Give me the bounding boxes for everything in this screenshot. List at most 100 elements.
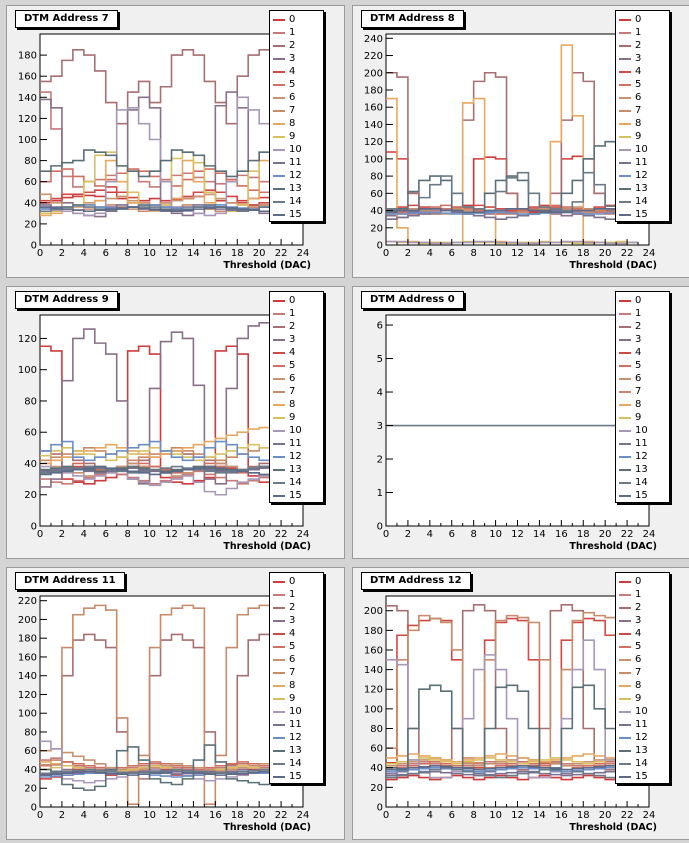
y-tick-label: 40 xyxy=(370,206,383,217)
legend-swatch xyxy=(273,32,285,34)
plot-area xyxy=(385,314,650,527)
legend-swatch xyxy=(273,162,285,164)
x-tick-label: 10 xyxy=(489,810,502,821)
y-tick-label: 180 xyxy=(18,51,37,62)
x-tick-label: 22 xyxy=(621,810,634,821)
y-tick-label: 20 xyxy=(24,784,37,795)
legend-swatch xyxy=(619,136,631,138)
series-group xyxy=(386,604,639,781)
legend-label: 2 xyxy=(635,602,642,613)
legend-label: 14 xyxy=(289,196,302,207)
x-tick-label: 24 xyxy=(643,810,656,821)
legend-label: 4 xyxy=(289,347,296,358)
legend-swatch xyxy=(273,698,285,700)
legend-swatch xyxy=(273,339,285,341)
x-tick-label: 0 xyxy=(37,529,43,540)
plot-area xyxy=(39,314,304,527)
chart-panel: 0 2 4 6 8 10 12 14 16 18 20 22 24 0 20 40 60 80 100 120 140 1… xyxy=(352,5,689,278)
chart-svg: 0 2 4 6 8 10 12 14 16 18 20 22 240204060801001201401… xyxy=(364,33,657,271)
series-line-11 xyxy=(386,209,639,220)
legend-item: 1 xyxy=(616,26,669,39)
legend-swatch xyxy=(619,71,631,73)
legend-item: 13 xyxy=(616,463,669,476)
legend-item: 6 xyxy=(270,372,323,385)
legend-label: 11 xyxy=(635,719,648,730)
y-tick-label: 200 xyxy=(18,615,37,626)
legend-label: 9 xyxy=(635,693,642,704)
legend-item: 15 xyxy=(616,770,669,783)
legend-label: 12 xyxy=(635,732,648,743)
legend-label: 3 xyxy=(635,334,642,345)
legend-item: 9 xyxy=(270,130,323,143)
x-tick-label: 12 xyxy=(165,810,178,821)
legend-swatch xyxy=(273,620,285,622)
legend-item: 5 xyxy=(270,640,323,653)
legend-label: 15 xyxy=(289,490,302,501)
y-tick-label: 160 xyxy=(364,645,383,656)
legend-item: 4 xyxy=(616,346,669,359)
legend-swatch xyxy=(273,123,285,125)
legend-swatch xyxy=(619,365,631,367)
x-tick-label: 8 xyxy=(124,529,130,540)
legend-item: 13 xyxy=(270,744,323,757)
legend-item: 9 xyxy=(616,692,669,705)
series-line-7 xyxy=(386,611,639,764)
legend-label: 13 xyxy=(635,464,648,475)
legend-label: 7 xyxy=(289,105,296,116)
chart-title: DTM Address 7 xyxy=(15,10,118,28)
series-line-15 xyxy=(386,764,639,771)
chart-panel: 0 2 4 6 8 10 12 14 16 18 20 22 24 0 1 2 3 4 5 6 Threshold (D… xyxy=(352,286,689,559)
legend-swatch xyxy=(273,594,285,596)
legend-item: 9 xyxy=(270,692,323,705)
x-axis-title: Threshold (DAC) xyxy=(223,541,311,552)
y-tick-label: 160 xyxy=(18,72,37,83)
legend-item: 2 xyxy=(270,39,323,52)
legend-swatch xyxy=(619,214,631,216)
legend-label: 9 xyxy=(635,412,642,423)
x-tick-label: 22 xyxy=(275,529,288,540)
legend-label: 13 xyxy=(289,183,302,194)
legend-label: 11 xyxy=(289,157,302,168)
legend-swatch xyxy=(619,162,631,164)
chart-svg: 0 2 4 6 8 10 12 14 16 18 20 22 240204060801001201401… xyxy=(18,595,311,833)
legend-item: 12 xyxy=(616,450,669,463)
y-tick-label: 0 xyxy=(31,241,37,252)
legend-label: 6 xyxy=(635,92,642,103)
legend-label: 7 xyxy=(635,667,642,678)
legend-item: 10 xyxy=(270,143,323,156)
legend-label: 1 xyxy=(289,589,296,600)
x-tick-label: 18 xyxy=(577,529,590,540)
x-tick-label: 20 xyxy=(253,810,266,821)
y-tick-label: 120 xyxy=(18,334,37,345)
legend-item: 10 xyxy=(616,424,669,437)
legend-item: 13 xyxy=(270,182,323,195)
legend-swatch xyxy=(273,326,285,328)
y-tick-label: 80 xyxy=(370,724,383,735)
series-line-0 xyxy=(386,774,639,781)
legend-label: 3 xyxy=(289,615,296,626)
y-tick-label: 120 xyxy=(364,137,383,148)
legend-label: 2 xyxy=(289,321,296,332)
legend-item: 15 xyxy=(616,208,669,221)
legend-swatch xyxy=(273,214,285,216)
legend-item: 15 xyxy=(270,489,323,502)
legend-label: 8 xyxy=(289,399,296,410)
x-tick-label: 0 xyxy=(37,248,43,259)
x-tick-label: 2 xyxy=(59,810,65,821)
legend-swatch xyxy=(273,672,285,674)
x-tick-label: 24 xyxy=(297,810,310,821)
legend-label: 5 xyxy=(289,641,296,652)
legend-swatch xyxy=(273,456,285,458)
legend-item: 3 xyxy=(616,333,669,346)
y-tick-label: 100 xyxy=(18,365,37,376)
series-line-15 xyxy=(40,206,293,213)
series-line-12 xyxy=(40,440,293,462)
legend-swatch xyxy=(619,750,631,752)
y-tick-label: 80 xyxy=(24,156,37,167)
x-tick-label: 4 xyxy=(81,248,87,259)
legend-swatch xyxy=(619,659,631,661)
legend-swatch xyxy=(273,300,285,302)
legend-item: 12 xyxy=(270,450,323,463)
legend-item: 7 xyxy=(270,385,323,398)
